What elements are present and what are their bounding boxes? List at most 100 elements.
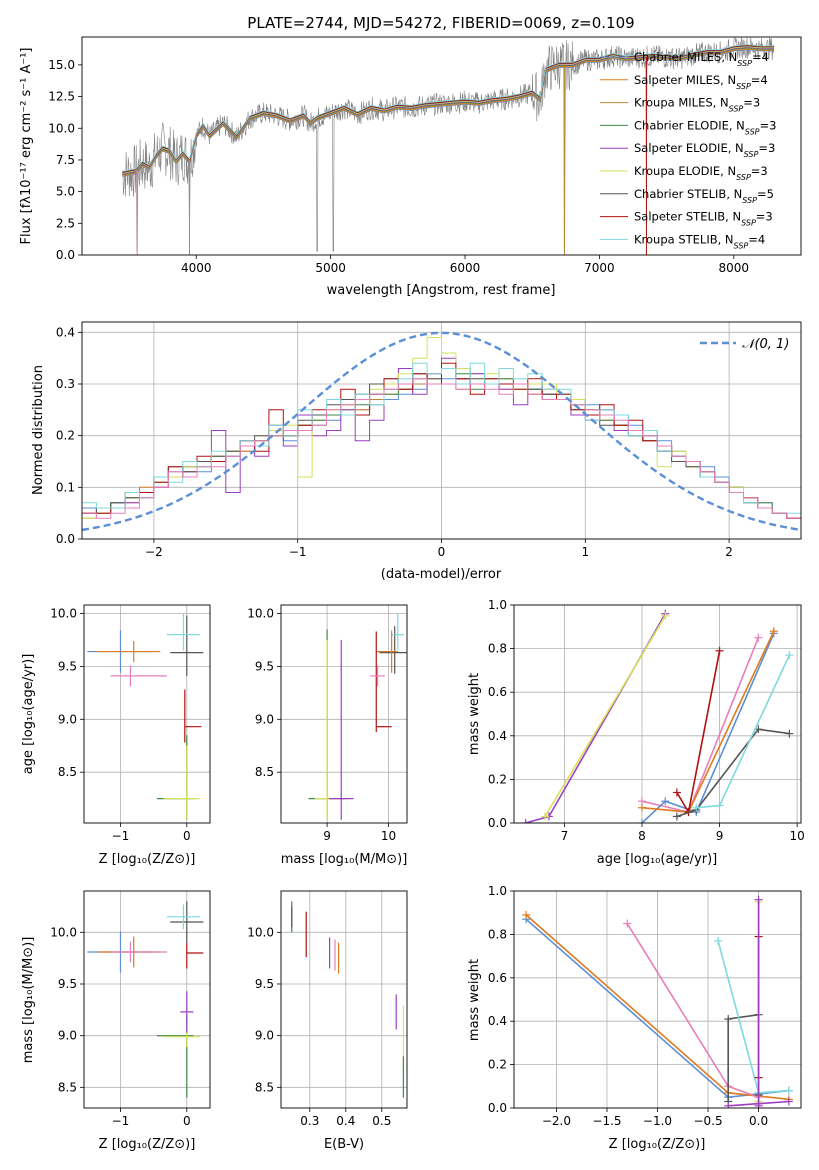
model-spectrum-line [122, 49, 775, 177]
legend-label: Kroupa STELIB, NSSP=4 [634, 232, 765, 250]
y-tick-label: 8.5 [58, 765, 77, 779]
panel-age-vs-mass: 9 10 8.5 9.0 9.5 10.0 mass [log₁₀(M/M⊙)] [247, 604, 408, 867]
legend: 𝒩(0, 1) [700, 337, 789, 352]
y-tick-label: 0.8 [488, 642, 507, 656]
y-tick-label: 9.5 [58, 659, 77, 673]
y-tick-label: 0.6 [488, 971, 507, 985]
panel-massweight-vs-Z: −2.0 −1.5 −1.0 −0.5 0.0 0.0 0.2 0.4 0.6 0.8 1.0 Z [… [467, 884, 802, 1152]
y-tick-label: 0.4 [56, 325, 75, 339]
legend-subscript: SSP [737, 59, 752, 68]
x-tick-label: −2 [145, 545, 163, 559]
x-axis-label: age [log₁₀(age/yr)] [597, 852, 718, 867]
legend: Chabrier MILES, NSSP=4 Salpeter MILES, NS… [600, 50, 776, 250]
y-tick-label: 0.0 [56, 532, 75, 546]
x-tick-label: 7000 [584, 261, 615, 275]
weight-line [641, 632, 775, 823]
y-tick-label: 0.4 [488, 729, 507, 743]
legend-subscript: SSP [742, 195, 757, 204]
y-tick-label: 0.3 [56, 377, 75, 391]
x-tick-label: 0 [183, 1114, 191, 1128]
weight-line [676, 728, 790, 818]
normal-curve [82, 331, 801, 532]
y-axis-label: mass weight [467, 959, 482, 1041]
panel-age-vs-Z: −1 0 8.5 9.0 9.5 10.0 Z [log₁₀(Z/Z⊙)] age [log₁… [21, 604, 211, 867]
y-axis-label: age [log₁₀(age/yr)] [21, 654, 36, 775]
y-axis-label: mass [log₁₀(M/M⊙)] [21, 937, 36, 1064]
y-tick-label: 8.5 [58, 1080, 77, 1094]
plot-area [87, 613, 204, 820]
legend-label: Salpeter MILES, NSSP=4 [634, 73, 768, 91]
legend-label: Chabrier MILES, NSSP=4 [634, 50, 769, 68]
x-tick-label: −1 [112, 829, 130, 843]
axes-frame [81, 321, 802, 540]
plot-area [82, 331, 801, 532]
axes-frame [83, 890, 211, 1109]
y-tick-label: 9.0 [255, 712, 274, 726]
x-tick-label: 0.4 [336, 1114, 355, 1128]
panel-massweight-vs-age: 7 8 9 10 0.0 0.2 0.4 0.6 0.8 1.0 age [log₁₀(age/yr… [467, 598, 805, 867]
y-tick-label: 10.0 [247, 606, 274, 620]
panel-residuals: −2 −1 0 1 2 0.0 0.1 0.2 0.3 0.4 𝒩(0, 1) (data-model… [31, 321, 802, 582]
y-axis-label: Normed distribution [31, 365, 46, 495]
plot-area [521, 609, 794, 823]
legend-label: Kroupa ELODIE, NSSP=3 [634, 164, 768, 182]
legend-subscript: SSP [736, 173, 751, 182]
legend-label: 𝒩(0, 1) [742, 337, 789, 352]
histogram-step [82, 378, 801, 519]
weight-line [626, 923, 759, 1098]
x-tick-label: 0 [183, 829, 191, 843]
x-axis-label: Z [log₁₀(Z/Z⊙)] [99, 852, 196, 867]
plot-area [122, 37, 775, 255]
legend-subscript: SSP [744, 150, 759, 159]
x-axis-label: Z [log₁₀(Z/Z⊙)] [99, 1137, 196, 1152]
y-tick-label: 9.5 [255, 977, 274, 991]
y-tick-label: 15.0 [48, 58, 75, 72]
x-tick-label: 0 [438, 545, 446, 559]
y-tick-label: 0.2 [488, 772, 507, 786]
y-tick-label: 0.4 [488, 1014, 507, 1028]
x-tick-label: 9 [716, 829, 724, 843]
y-tick-label: 1.0 [488, 598, 507, 612]
x-tick-label: 1 [581, 545, 589, 559]
x-tick-label: 5000 [315, 261, 346, 275]
weight-line [728, 1100, 789, 1107]
plot-area [522, 895, 793, 1108]
plot-area [291, 901, 404, 1098]
x-axis-label: mass [log₁₀(M/M⊙)] [281, 852, 408, 867]
x-tick-label: 4000 [181, 261, 212, 275]
plot-area [308, 613, 407, 820]
y-tick-label: 5.0 [56, 185, 75, 199]
axes-frame [513, 890, 802, 1109]
x-tick-label: 2 [725, 545, 733, 559]
x-axis-label: wavelength [Angstrom, rest frame] [327, 283, 556, 298]
legend-subscript: SSP [734, 241, 749, 250]
y-tick-label: 8.5 [255, 765, 274, 779]
y-tick-label: 8.5 [255, 1080, 274, 1094]
y-tick-label: 10.0 [48, 121, 75, 135]
x-tick-label: −2.0 [542, 1114, 571, 1128]
y-tick-label: 9.0 [58, 712, 77, 726]
y-tick-label: 7.5 [56, 153, 75, 167]
observed-spectrum [122, 37, 775, 252]
legend-subscript: SSP [745, 127, 760, 136]
panel-mass-vs-EBV: 0.3 0.4 0.5 8.5 9.0 9.5 10.0 E(B-V) [247, 890, 408, 1152]
weight-line [525, 613, 666, 823]
legend-subscript: SSP [729, 104, 744, 113]
axes-frame [83, 604, 211, 824]
y-tick-label: 10.0 [247, 925, 274, 939]
y-tick-label: 0.0 [56, 248, 75, 262]
y-tick-label: 0.8 [488, 927, 507, 941]
x-axis-label: (data-model)/error [381, 567, 502, 582]
x-tick-label: 0.5 [372, 1114, 391, 1128]
axes-frame [280, 890, 408, 1109]
x-axis-label: Z [log₁₀(Z/Z⊙)] [609, 1137, 706, 1152]
y-tick-label: 9.0 [255, 1029, 274, 1043]
model-spectrum-line [122, 48, 775, 177]
x-tick-label: 0.3 [300, 1114, 319, 1128]
y-tick-label: 2.5 [56, 216, 75, 230]
legend-label: Chabrier STELIB, NSSP=5 [634, 187, 774, 205]
figure-title: PLATE=2744, MJD=54272, FIBERID=0069, z=0… [247, 14, 634, 32]
legend-label: Salpeter ELODIE, NSSP=3 [634, 141, 775, 159]
x-tick-label: 10 [381, 829, 396, 843]
y-tick-label: 1.0 [488, 884, 507, 898]
